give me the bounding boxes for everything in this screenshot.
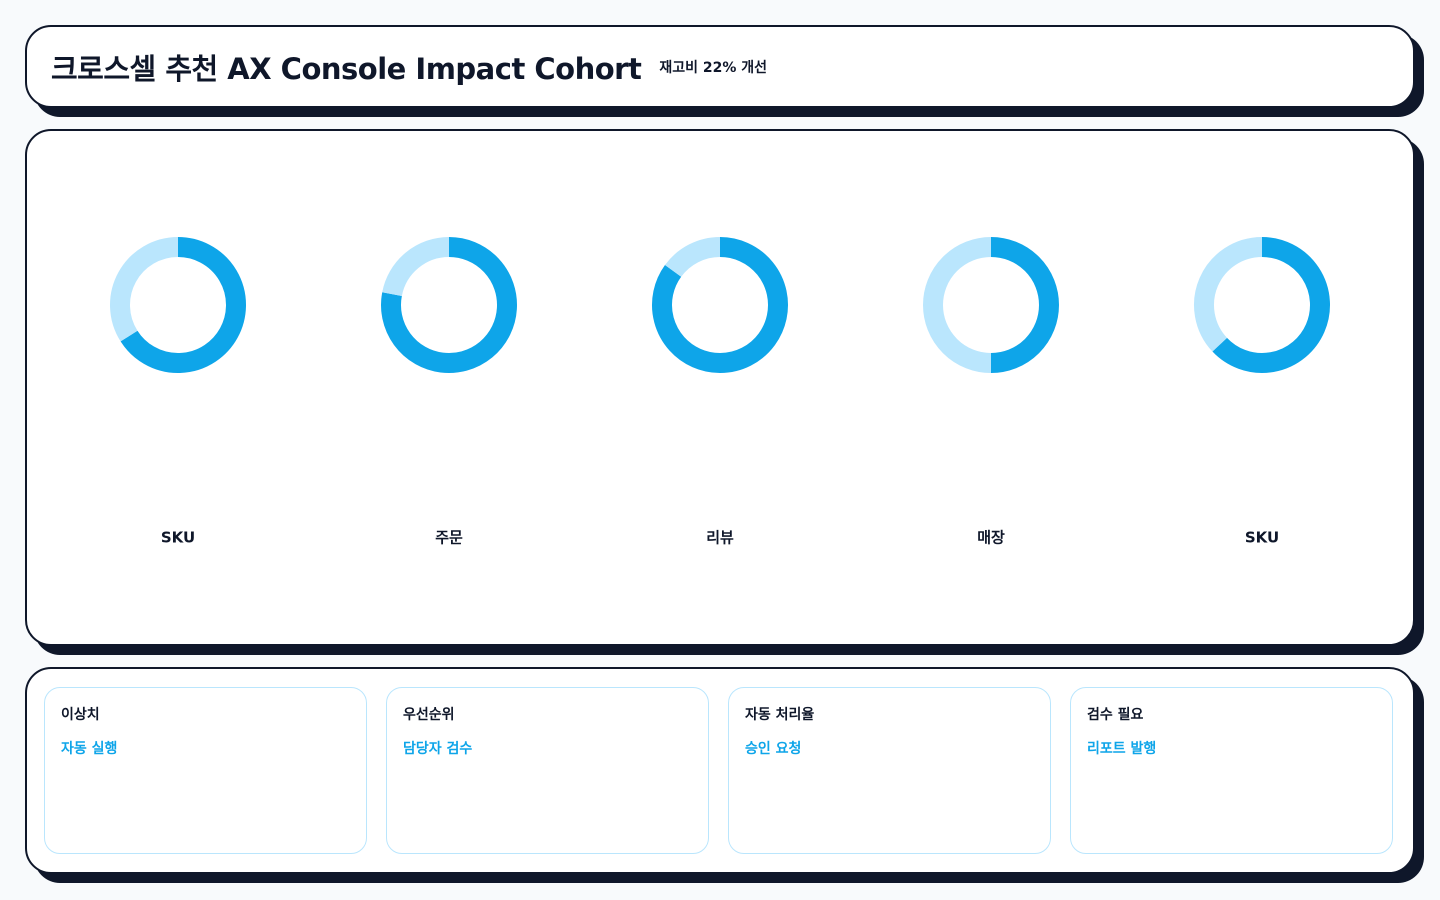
chart-panel: SKU 주문 리뷰 매장 SKU — [25, 129, 1415, 646]
card-action: 리포트 발행 — [1087, 741, 1157, 757]
donut-segment — [1212, 237, 1330, 373]
donut-segment — [652, 237, 788, 373]
donut-segment — [110, 237, 179, 342]
donut-segment — [923, 237, 992, 373]
donut-label: SKU — [161, 529, 195, 547]
card-title: 이상치 — [61, 707, 100, 723]
header: 크로스셀 추천 AX Console Impact Cohort 재고비 22%… — [25, 25, 1415, 108]
charts: SKU 주문 리뷰 매장 SKU — [110, 237, 1330, 547]
card-action: 승인 요청 — [745, 741, 802, 757]
donut-segment — [120, 237, 246, 373]
donut-label: SKU — [1245, 529, 1279, 547]
card-action: 자동 실행 — [61, 741, 118, 757]
title: 크로스셀 추천 AX Console Impact Cohort — [51, 51, 642, 86]
donut-label: 주문 — [435, 529, 463, 547]
donut-label: 리뷰 — [706, 529, 734, 547]
donut-segment — [381, 237, 517, 373]
subtitle: 재고비 22% 개선 — [659, 59, 768, 76]
donut-label: 매장 — [977, 529, 1005, 547]
card-title: 검수 필요 — [1087, 707, 1144, 723]
donut-segment — [990, 237, 1059, 373]
donut-segment — [1194, 237, 1263, 352]
donut-segment — [664, 237, 721, 278]
card-title: 자동 처리율 — [745, 707, 815, 723]
card-title: 우선순위 — [403, 707, 455, 723]
card-action: 담당자 검수 — [403, 741, 473, 757]
donut-segment — [382, 237, 450, 297]
card-panel: 이상치 자동 실행 우선순위 담당자 검수 자동 처리율 승인 요청 검수 필요 리포트 발행 — [25, 667, 1415, 874]
